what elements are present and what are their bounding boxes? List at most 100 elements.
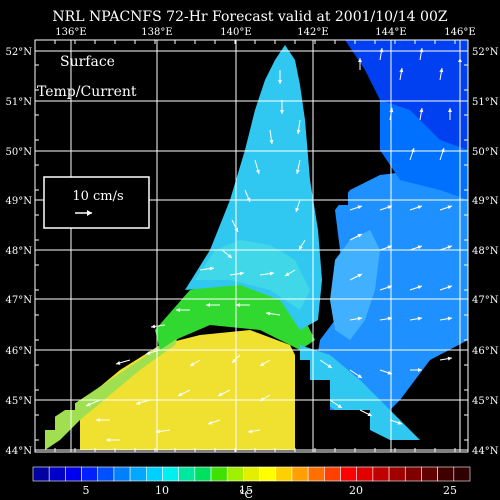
colorbar-swatch: [275, 466, 293, 482]
current-arrow: [236, 303, 250, 307]
current-arrow: [145, 349, 161, 355]
latitude-label-right: 45°N: [472, 396, 499, 407]
current-arrow: [217, 389, 231, 397]
latitude-label-right: 44°N: [472, 446, 499, 457]
longitude-label: 142°E: [297, 27, 328, 38]
latitude-label-left: 49°N: [6, 196, 33, 207]
current-arrow: [176, 308, 190, 312]
current-arrow: [96, 418, 110, 422]
current-arrow: [259, 271, 275, 276]
latitude-label-left: 47°N: [6, 295, 33, 306]
longitude-label: 138°E: [141, 27, 172, 38]
colorbar-swatch: [453, 466, 471, 482]
latitude-label-left: 51°N: [6, 97, 33, 108]
current-arrow: [439, 285, 453, 291]
colorbar-swatch: [162, 466, 179, 482]
land-mask: [310, 60, 345, 80]
current-arrow: [410, 368, 422, 372]
ocean-east-lightblue: [330, 230, 380, 340]
land-mask: [35, 275, 155, 305]
colorbar-swatch: [194, 466, 212, 482]
latitude-label-left: 50°N: [6, 147, 33, 158]
land-mask: [315, 80, 345, 100]
current-arrow: [329, 399, 343, 409]
latitude-label-right: 47°N: [472, 295, 499, 306]
current-arrow: [247, 429, 261, 434]
colorbar-swatch: [404, 466, 422, 482]
current-arrow: [296, 119, 301, 135]
colorbar-tick-label: 10: [155, 484, 169, 497]
colorbar-swatch: [340, 466, 358, 482]
temperature-colorbar: [32, 466, 471, 482]
current-arrow: [269, 129, 274, 145]
colorbar-swatch: [421, 466, 438, 482]
current-arrow: [439, 205, 453, 211]
latitude-label-left: 48°N: [6, 246, 33, 257]
land-mask: [296, 360, 310, 452]
land-mask: [310, 380, 330, 452]
current-arrow: [221, 249, 233, 259]
colorbar-swatch: [145, 466, 163, 482]
map-frame: [34, 39, 469, 453]
current-arrow: [349, 273, 363, 281]
map-title: NRL NPACNFS 72-Hr Forecast valid at 2001…: [52, 9, 447, 25]
current-arrow: [199, 266, 215, 271]
current-arrow: [189, 359, 201, 367]
current-arrow: [284, 269, 296, 277]
colorbar-swatch: [437, 466, 455, 482]
land-mask: [35, 350, 115, 370]
colorbar-swatch: [48, 466, 66, 482]
current-arrow: [298, 239, 306, 251]
colorbar-unit: °C: [239, 488, 253, 500]
latitude-label-right: 49°N: [472, 196, 499, 207]
latitude-label-left: 44°N: [6, 446, 33, 457]
colorbar-swatch: [388, 466, 406, 482]
current-arrow: [358, 58, 362, 70]
current-arrow: [319, 359, 333, 369]
ocean-field: [35, 40, 468, 452]
colorbar-tick-labels: 5 10 15 20 25: [83, 484, 458, 497]
colorbar-swatch: [97, 466, 115, 482]
longitude-label: 146°E: [444, 27, 475, 38]
current-arrow: [135, 399, 151, 405]
current-arrow: [349, 316, 363, 321]
current-arrow: [265, 311, 281, 316]
colorbar-swatch: [81, 466, 99, 482]
colorbar-tick-label: 25: [443, 484, 457, 497]
current-arrow: [349, 205, 363, 211]
latitude-label-right: 48°N: [472, 246, 499, 257]
latitude-label-left: 46°N: [6, 346, 33, 357]
current-arrow: [439, 316, 453, 321]
current-arrow: [439, 67, 444, 81]
current-arrow: [349, 369, 363, 379]
latitude-labels: 52°N 52°N 51°N 51°N 50°N 50°N 49°N 49°N 48°N 48°N…: [6, 47, 499, 457]
current-arrow: [85, 399, 101, 407]
current-arrow: [439, 356, 453, 361]
colorbar-swatch: [372, 466, 390, 482]
ocean-blue-mid: [380, 100, 468, 200]
current-arrow: [419, 107, 424, 121]
longitude-label: 144°E: [375, 27, 406, 38]
colorbar-swatch: [65, 466, 82, 482]
current-arrow: [349, 233, 363, 241]
current-arrow: [359, 409, 373, 417]
colorbar-swatch: [210, 466, 228, 482]
current-arrow: [259, 359, 271, 367]
ocean-lightgreen: [45, 330, 180, 450]
land-mask: [35, 40, 265, 70]
land-mask: [35, 305, 140, 330]
land-mask: [35, 370, 95, 390]
current-arrow: [254, 159, 260, 175]
current-vector-field: [85, 47, 462, 442]
land-mask: [35, 330, 130, 350]
land-mask: [328, 180, 348, 205]
current-arrow: [278, 70, 282, 84]
land-mask: [322, 140, 345, 180]
land-mask: [450, 400, 468, 420]
land-mask: [320, 100, 345, 140]
current-arrow: [399, 67, 404, 81]
land-mask: [445, 430, 468, 452]
colorbar-tick-label: 20: [349, 484, 363, 497]
colorbar-swatch: [356, 466, 374, 482]
current-arrow: [409, 245, 423, 251]
